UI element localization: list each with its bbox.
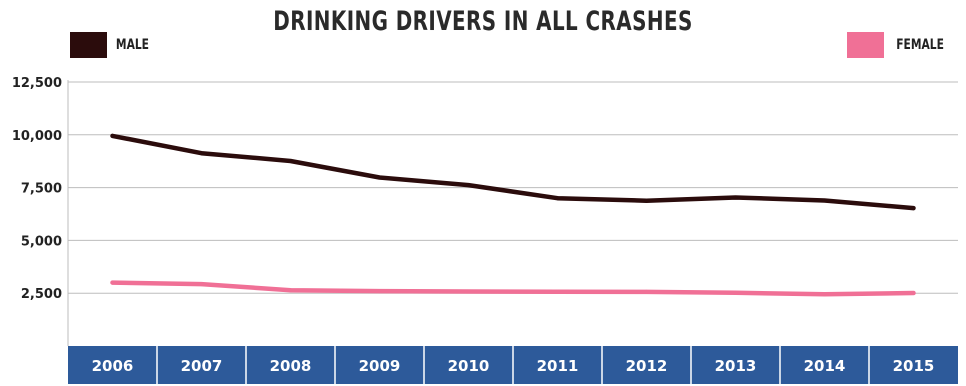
x-tick-label: 2008: [270, 357, 312, 375]
data-point-male: [110, 133, 115, 138]
data-point-male: [288, 158, 293, 163]
y-tick-label: 10,000: [12, 129, 62, 144]
data-point-male: [911, 206, 916, 211]
data-point-female: [911, 290, 916, 295]
data-point-female: [288, 288, 293, 293]
legend-swatch-female: [846, 32, 884, 58]
data-point-female: [377, 289, 382, 294]
data-point-female: [822, 292, 827, 297]
chart-title: DRINKING DRIVERS IN ALL CRASHES: [273, 6, 693, 37]
data-point-male: [377, 175, 382, 180]
data-point-female: [644, 289, 649, 294]
legend-item-female: FEMALE: [846, 32, 954, 58]
data-point-male: [466, 183, 471, 188]
data-point-female: [466, 289, 471, 294]
series-line-female: [110, 280, 916, 297]
data-point-male: [644, 198, 649, 203]
data-point-female: [199, 282, 204, 287]
y-tick-label: 12,500: [12, 76, 62, 91]
x-tick-label: 2012: [626, 357, 668, 375]
x-tick-label: 2011: [537, 357, 579, 375]
x-tick-label: 2007: [181, 357, 223, 375]
x-tick-label: 2009: [359, 357, 401, 375]
y-tick-label: 5,000: [21, 234, 62, 249]
y-tick-label: 7,500: [21, 182, 62, 197]
series-line-male: [110, 133, 916, 211]
data-point-female: [110, 280, 115, 285]
data-point-male: [199, 151, 204, 156]
data-point-male: [822, 198, 827, 203]
legend-label-female: FEMALE: [896, 37, 944, 53]
x-tick-label: 2010: [448, 357, 490, 375]
legend-label-male: MALE: [115, 37, 150, 53]
data-point-male: [733, 195, 738, 200]
data-point-male: [555, 196, 560, 201]
x-tick-label: 2006: [92, 357, 134, 375]
legend-swatch-male: [70, 32, 107, 58]
x-tick-label: 2014: [804, 357, 846, 375]
x-tick-label: 2013: [715, 357, 757, 375]
data-point-female: [733, 290, 738, 295]
x-tick-label: 2015: [893, 357, 935, 375]
data-point-female: [555, 289, 560, 294]
y-tick-label: 2,500: [21, 287, 62, 302]
legend-item-male: MALE: [70, 32, 158, 58]
